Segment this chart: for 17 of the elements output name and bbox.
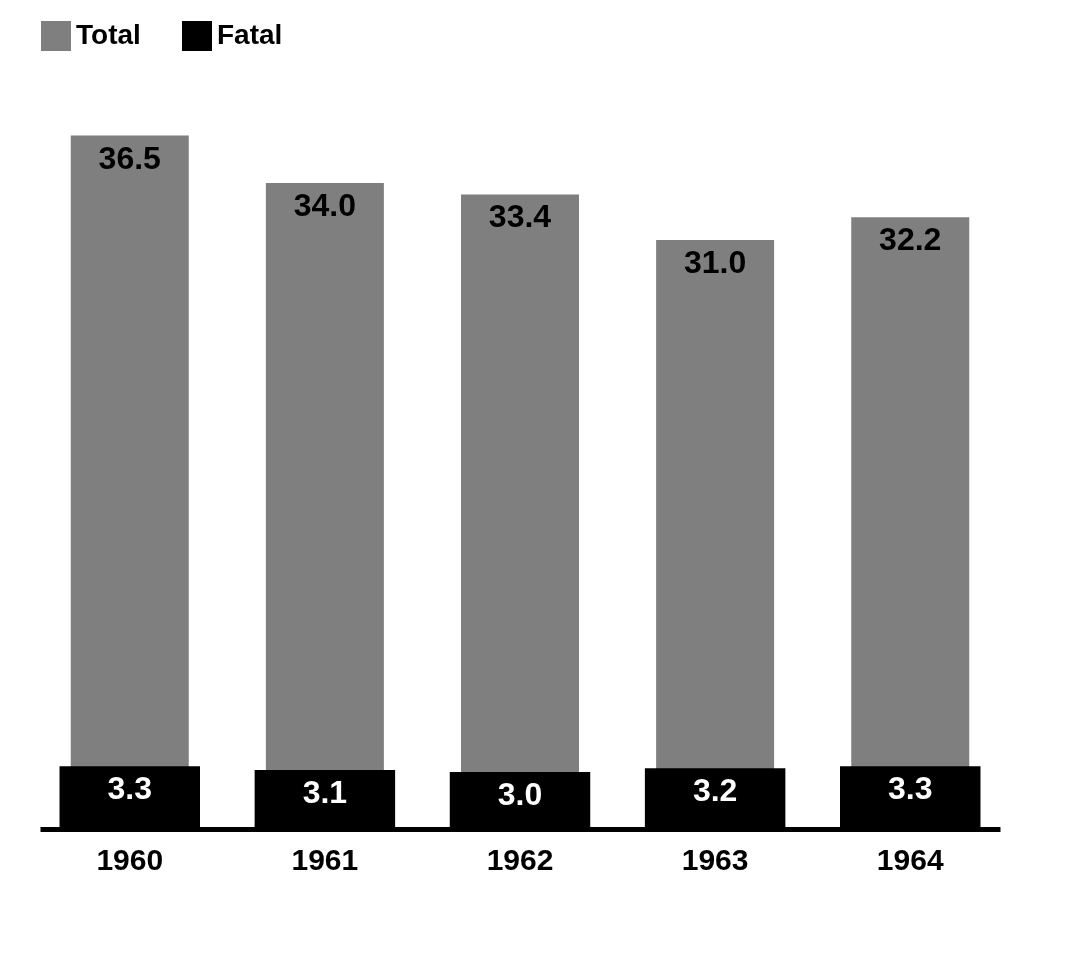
x-tick-label: 1960 [96, 842, 164, 876]
x-tick-label: 1961 [291, 842, 359, 876]
data-label: 31.0 [683, 244, 747, 280]
legend-label: Total [76, 19, 141, 50]
data-label: 36.5 [98, 139, 161, 176]
data-label: 34.0 [293, 187, 357, 223]
data-label: 3.2 [692, 772, 738, 809]
x-tick-label: 1962 [486, 842, 554, 876]
data-label: 3.1 [302, 774, 348, 811]
data-label: 3.0 [497, 776, 543, 812]
x-tick-label: 1964 [876, 842, 944, 876]
legend-label: Fatal [217, 19, 283, 50]
data-label: 32.2 [879, 221, 942, 258]
data-label: 33.4 [488, 198, 552, 235]
x-tick-label: 1963 [681, 842, 749, 876]
data-label: 3.3 [888, 770, 933, 807]
data-label: 3.3 [107, 770, 152, 807]
